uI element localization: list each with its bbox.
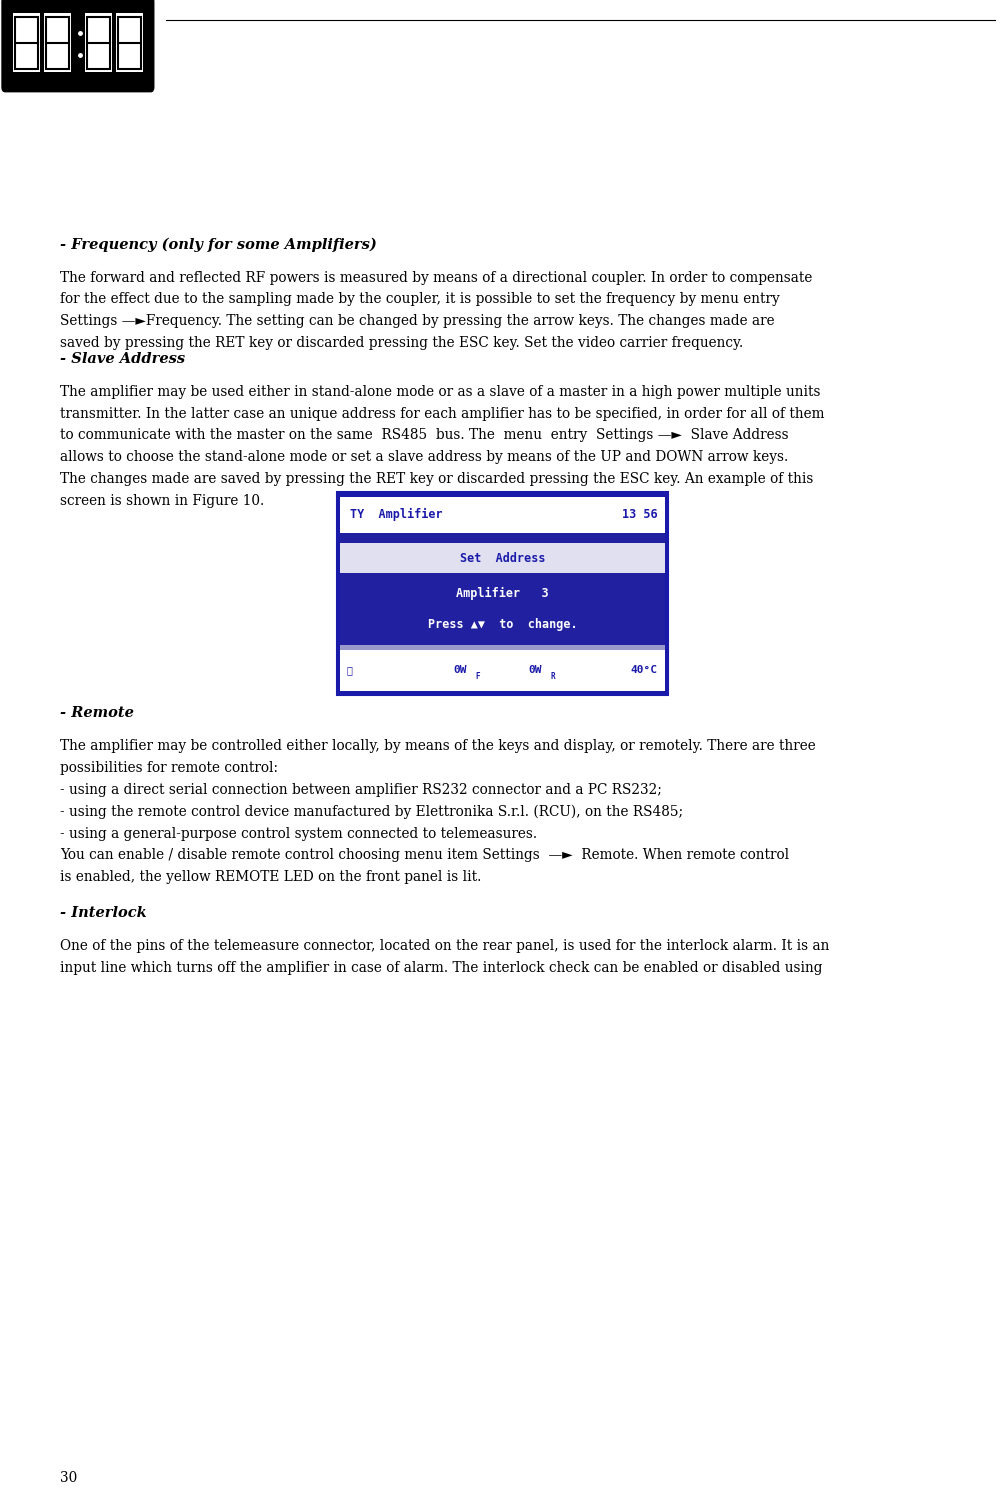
Text: to communicate with the master on the same  RS485  bus. The  menu  entry  Settin: to communicate with the master on the sa… xyxy=(60,428,789,442)
Text: ⚿: ⚿ xyxy=(347,666,353,675)
Text: transmitter. In the latter case an unique address for each amplifier has to be s: transmitter. In the latter case an uniqu… xyxy=(60,406,825,421)
Bar xyxy=(116,14,143,72)
Text: One of the pins of the telemeasure connector, located on the rear panel, is used: One of the pins of the telemeasure conne… xyxy=(60,939,830,953)
Text: The amplifier may be controlled either locally, by means of the keys and display: The amplifier may be controlled either l… xyxy=(60,739,816,753)
Text: 0W: 0W xyxy=(529,666,542,675)
Bar xyxy=(340,496,665,532)
Text: - Frequency (only for some Amplifiers): - Frequency (only for some Amplifiers) xyxy=(60,237,377,253)
Bar xyxy=(340,573,665,645)
Text: allows to choose the stand-alone mode or set a slave address by means of the UP : allows to choose the stand-alone mode or… xyxy=(60,451,789,464)
Text: - Slave Address: - Slave Address xyxy=(60,352,186,365)
Text: input line which turns off the amplifier in case of alarm. The interlock check c: input line which turns off the amplifier… xyxy=(60,962,823,975)
Text: TY  Amplifier: TY Amplifier xyxy=(350,508,442,522)
Text: possibilities for remote control:: possibilities for remote control: xyxy=(60,761,278,776)
Text: 13 56: 13 56 xyxy=(622,508,657,522)
Text: - Remote: - Remote xyxy=(60,706,135,720)
Bar xyxy=(340,532,665,543)
Text: F: F xyxy=(475,672,480,681)
Bar xyxy=(13,14,40,72)
Bar xyxy=(340,543,665,573)
FancyBboxPatch shape xyxy=(2,0,154,92)
Text: Settings —►Frequency. The setting can be changed by pressing the arrow keys. The: Settings —►Frequency. The setting can be… xyxy=(60,314,775,328)
Text: 30: 30 xyxy=(60,1471,77,1485)
Text: 0W: 0W xyxy=(453,666,467,675)
Text: R: R xyxy=(551,672,556,681)
Bar xyxy=(337,493,668,694)
Text: You can enable / disable remote control choosing menu item Settings  —►  Remote.: You can enable / disable remote control … xyxy=(60,848,789,863)
Text: The amplifier may be used either in stand-alone mode or as a slave of a master i: The amplifier may be used either in stan… xyxy=(60,385,821,398)
Text: Amplifier   3: Amplifier 3 xyxy=(456,586,549,600)
Text: - Interlock: - Interlock xyxy=(60,906,147,920)
Bar xyxy=(340,645,665,649)
Text: for the effect due to the sampling made by the coupler, it is possible to set th: for the effect due to the sampling made … xyxy=(60,292,780,307)
Text: Press ▲▼  to  change.: Press ▲▼ to change. xyxy=(428,618,577,631)
Text: - using the remote control device manufactured by Elettronika S.r.l. (RCU), on t: - using the remote control device manufa… xyxy=(60,806,683,819)
Text: - using a general-purpose control system connected to telemeasures.: - using a general-purpose control system… xyxy=(60,827,538,840)
Text: is enabled, the yellow REMOTE LED on the front panel is lit.: is enabled, the yellow REMOTE LED on the… xyxy=(60,870,481,884)
Text: - using a direct serial connection between amplifier RS232 connector and a PC RS: - using a direct serial connection betwe… xyxy=(60,783,662,797)
Bar xyxy=(44,14,71,72)
Text: Set  Address: Set Address xyxy=(459,552,546,565)
Text: 40°C: 40°C xyxy=(630,666,657,675)
Text: screen is shown in Figure 10.: screen is shown in Figure 10. xyxy=(60,493,264,508)
Text: The changes made are saved by pressing the RET key or discarded pressing the ESC: The changes made are saved by pressing t… xyxy=(60,472,814,485)
Bar xyxy=(340,649,665,691)
Text: The forward and reflected RF powers is measured by means of a directional couple: The forward and reflected RF powers is m… xyxy=(60,271,813,284)
Text: saved by pressing the RET key or discarded pressing the ESC key. Set the video c: saved by pressing the RET key or discard… xyxy=(60,335,744,350)
Text: Figure 10:Slave address setting screen: Figure 10:Slave address setting screen xyxy=(371,667,634,681)
Bar xyxy=(84,14,112,72)
